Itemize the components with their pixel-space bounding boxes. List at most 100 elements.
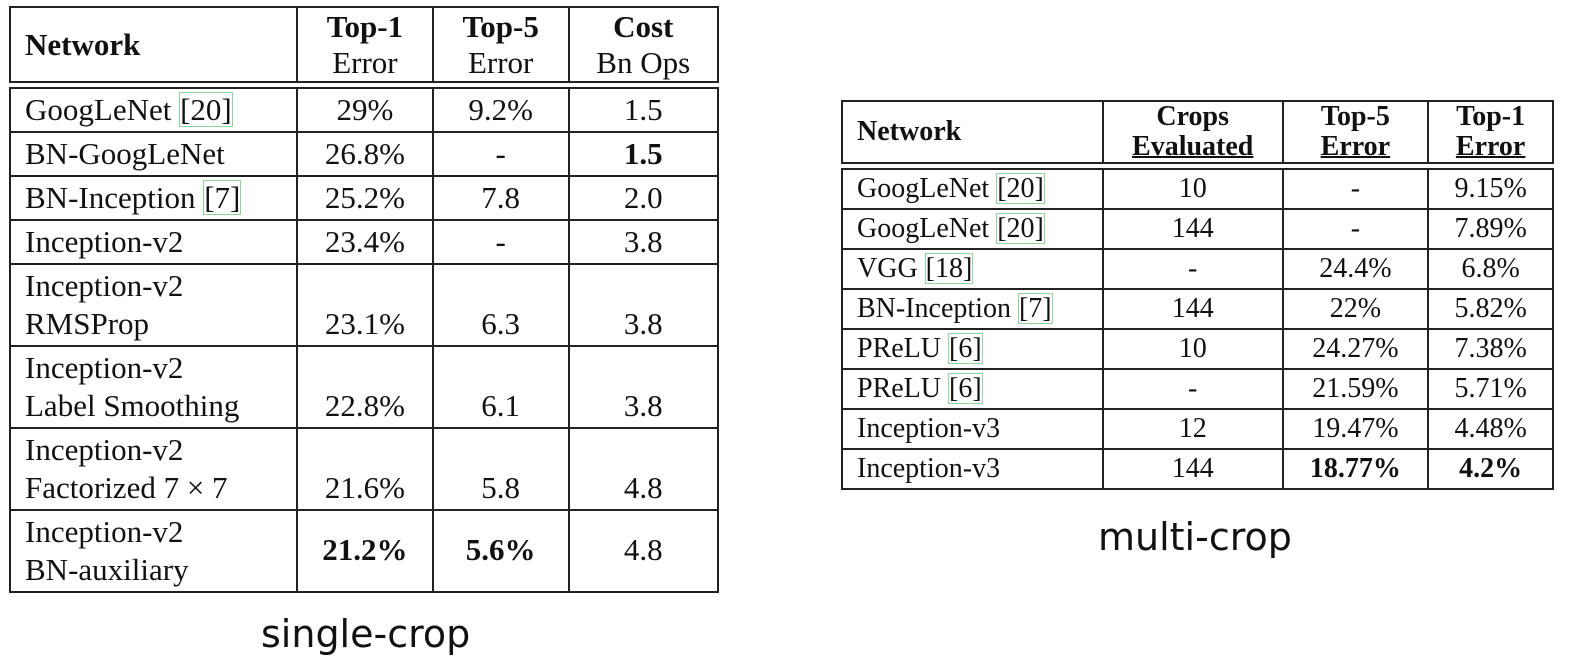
cell-top5: 5.6% — [431, 509, 570, 593]
cell-top5: 21.59% — [1281, 368, 1430, 410]
cell-cost: 3.8 — [567, 345, 719, 429]
table-row: PReLU [6] 10 24.27% 7.38% — [841, 328, 1554, 370]
cell-top5: 24.27% — [1281, 328, 1430, 370]
cell-top5: - — [1281, 168, 1430, 210]
header-crops-evaluated: Crops Evaluated — [1101, 100, 1284, 164]
multi-crop-table: Network Crops Evaluated Top-5 Error Top-1 E… — [841, 100, 1554, 490]
cell-crops: 10 — [1101, 168, 1284, 210]
cell-top1: 4.2% — [1427, 448, 1554, 490]
multi-crop-caption: multi-crop — [1098, 515, 1292, 559]
cell-top1: 23.4% — [296, 219, 434, 265]
single-crop-table: Network Top-1 Error Top-5 Error Cost Bn Ops… — [8, 6, 719, 593]
cell-cost: 3.8 — [567, 263, 719, 347]
cell-cost: 1.5 — [567, 87, 719, 133]
citation-link[interactable]: [7] — [1017, 293, 1053, 324]
table-row: GoogLeNet [20] 144-7.89% — [841, 208, 1554, 250]
cell-top5: 22% — [1281, 288, 1430, 330]
cell-crops: 144 — [1101, 288, 1284, 330]
citation-link[interactable]: [20] — [179, 92, 233, 127]
cell-top1: 21.6% — [296, 427, 434, 511]
cell-network: Inception-v3 — [841, 448, 1104, 490]
cell-top5: 7.8 — [431, 175, 570, 221]
citation-link[interactable]: [18] — [924, 253, 974, 284]
cell-top5: - — [431, 131, 570, 177]
cell-top5: 19.47% — [1281, 408, 1430, 450]
cell-crops: 144 — [1101, 208, 1284, 250]
cell-top1: 29% — [296, 87, 434, 133]
table-row: Inception-v2 BN-auxiliary 21.2% 5.6% 4.8 — [8, 509, 719, 593]
cell-top5: 5.8 — [431, 427, 570, 511]
cell-network: Inception-v2 BN-auxiliary — [8, 509, 299, 593]
cell-top1: 23.1% — [296, 263, 434, 347]
cell-top1: 25.2% — [296, 175, 434, 221]
cell-network: Inception-v3 — [841, 408, 1104, 450]
cell-crops: 144 — [1101, 448, 1284, 490]
citation-link[interactable]: [7] — [203, 180, 242, 215]
cell-crops: 12 — [1101, 408, 1284, 450]
cell-top1: 21.2% — [296, 509, 434, 593]
table-row: Inception-v2 Factorized 7 × 7 21.6% 5.8 4.8 — [8, 427, 719, 511]
table-header-row: Network Top-1 Error Top-5 Error Cost Bn Ops — [8, 6, 719, 83]
citation-link[interactable]: [20] — [996, 213, 1045, 244]
cell-cost: 1.5 — [567, 131, 719, 177]
cell-network: BN-Inception [7] — [841, 288, 1104, 330]
header-top1-error: Top-1 Error — [296, 6, 434, 83]
cell-top1: 5.71% — [1427, 368, 1554, 410]
table-row: Inception-v3 12 19.47% 4.48% — [841, 408, 1554, 450]
table-row: Inception-v2 Label Smoothing 22.8% 6.1 3.8 — [8, 345, 719, 429]
header-top1-error: Top-1 Error — [1427, 100, 1554, 164]
cell-top5: 6.3 — [431, 263, 570, 347]
cell-network: PReLU [6] — [841, 368, 1104, 410]
single-crop-caption: single-crop — [261, 612, 471, 656]
citation-link[interactable]: [6] — [948, 373, 983, 404]
table-row: Inception-v2 23.4% -3.8 — [8, 219, 719, 265]
cell-top1: 7.38% — [1427, 328, 1554, 370]
header-cost: Cost Bn Ops — [567, 6, 719, 83]
table-row: GoogLeNet [20] 29% 9.2% 1.5 — [8, 87, 719, 133]
citation-link[interactable]: [20] — [996, 173, 1045, 204]
header-top5-error: Top-5 Error — [431, 6, 570, 83]
cell-cost: 4.8 — [567, 427, 719, 511]
cell-network: GoogLeNet [20] — [8, 87, 299, 133]
cell-top5: 18.77% — [1281, 448, 1430, 490]
table-row: BN-GoogLeNet 26.8% -1.5 — [8, 131, 719, 177]
header-network: Network — [8, 6, 299, 83]
table-row: Inception-v2 RMSProp 23.1% 6.3 3.8 — [8, 263, 719, 347]
cell-top1: 9.15% — [1427, 168, 1554, 210]
cell-network: BN-Inception [7] — [8, 175, 299, 221]
cell-network: PReLU [6] — [841, 328, 1104, 370]
cell-network: Inception-v2 Factorized 7 × 7 — [8, 427, 299, 511]
table-row: Inception-v3 144 18.77% 4.2% — [841, 448, 1554, 490]
cell-cost: 4.8 — [567, 509, 719, 593]
cell-network: Inception-v2 RMSProp — [8, 263, 299, 347]
table-row: PReLU [6] -21.59% 5.71% — [841, 368, 1554, 410]
cell-crops: - — [1101, 368, 1284, 410]
cell-cost: 3.8 — [567, 219, 719, 265]
cell-top5: - — [1281, 208, 1430, 250]
cell-cost: 2.0 — [567, 175, 719, 221]
cell-top1: 6.8% — [1427, 248, 1554, 290]
cell-top1: 4.48% — [1427, 408, 1554, 450]
cell-network: Inception-v2 Label Smoothing — [8, 345, 299, 429]
cell-top5: 24.4% — [1281, 248, 1430, 290]
citation-link[interactable]: [6] — [948, 333, 983, 364]
cell-top1: 7.89% — [1427, 208, 1554, 250]
cell-network: VGG [18] — [841, 248, 1104, 290]
table-row: GoogLeNet [20] 10-9.15% — [841, 168, 1554, 210]
cell-top1: 5.82% — [1427, 288, 1554, 330]
cell-top5: - — [431, 219, 570, 265]
cell-crops: 10 — [1101, 328, 1284, 370]
cell-network: GoogLeNet [20] — [841, 168, 1104, 210]
table-row: VGG [18] -24.4% 6.8% — [841, 248, 1554, 290]
header-top5-error: Top-5 Error — [1281, 100, 1430, 164]
cell-top5: 6.1 — [431, 345, 570, 429]
cell-network: BN-GoogLeNet — [8, 131, 299, 177]
table-header-row: Network Crops Evaluated Top-5 Error Top-1 E… — [841, 100, 1554, 164]
table-row: BN-Inception [7] 25.2% 7.8 2.0 — [8, 175, 719, 221]
cell-top5: 9.2% — [431, 87, 570, 133]
cell-network: Inception-v2 — [8, 219, 299, 265]
header-network: Network — [841, 100, 1104, 164]
cell-crops: - — [1101, 248, 1284, 290]
cell-top1: 26.8% — [296, 131, 434, 177]
table-row: BN-Inception [7] 144 22% 5.82% — [841, 288, 1554, 330]
